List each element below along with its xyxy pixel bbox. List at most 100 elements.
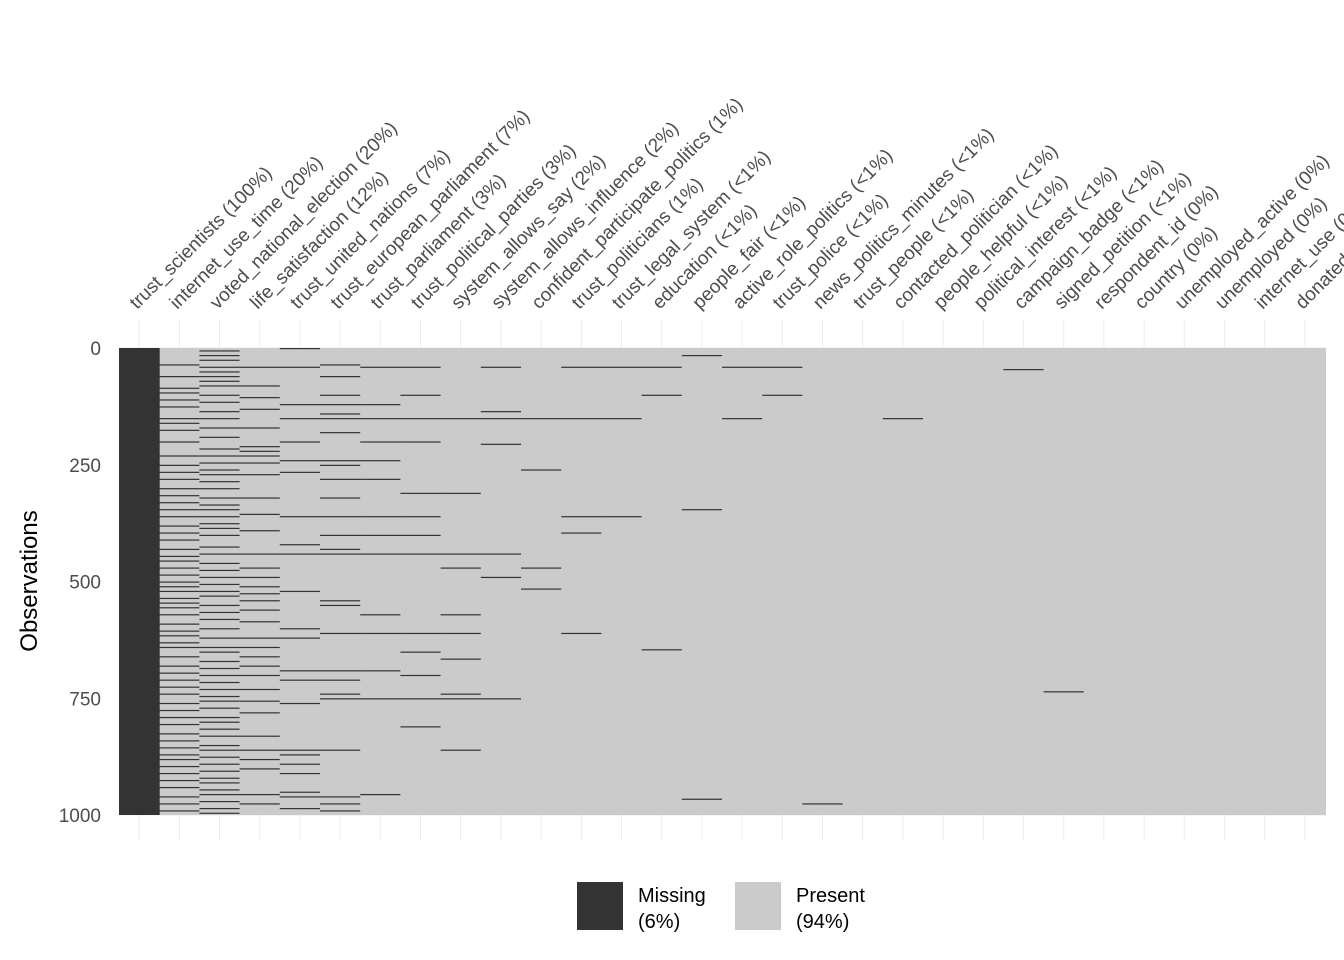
missing-cell	[360, 478, 401, 480]
missing-cell	[159, 607, 200, 609]
missing-cell	[239, 712, 280, 714]
missing-cell	[239, 513, 280, 515]
missing-cell	[199, 628, 240, 630]
missing-cell	[480, 698, 521, 700]
missing-cell	[320, 632, 361, 635]
missing-cell	[239, 446, 280, 448]
missing-cell	[159, 590, 200, 593]
missing-cell	[199, 777, 240, 779]
missing-cell	[239, 637, 280, 639]
missing-cell	[762, 394, 803, 396]
missing-cell	[199, 359, 240, 361]
missing-cell	[159, 702, 200, 705]
missing-cell	[239, 474, 280, 476]
missing-cell	[480, 411, 521, 413]
missing-cell	[279, 418, 320, 420]
missing-cell	[802, 803, 843, 805]
missing-cell	[159, 758, 200, 761]
missing-cell	[320, 698, 361, 700]
missing-cell	[882, 418, 923, 420]
missing-cell	[521, 567, 562, 569]
missing-cell	[762, 366, 803, 368]
missing-cell	[159, 723, 200, 726]
missing-cell	[681, 509, 722, 511]
missing-cell	[279, 796, 320, 798]
missing-cell	[199, 716, 240, 719]
missing-cell	[159, 630, 200, 632]
missing-cell	[159, 602, 200, 604]
missing-cell	[400, 674, 441, 677]
missing-cell	[159, 716, 200, 719]
legend-missing-pct: (6%)	[638, 911, 680, 933]
missing-cell	[159, 399, 200, 401]
missing-cell	[279, 670, 320, 672]
missing-cell	[601, 366, 642, 368]
missing-cell	[159, 810, 200, 812]
missing-cell	[199, 611, 240, 614]
missing-cell	[360, 404, 401, 406]
missing-cell	[159, 574, 200, 576]
missing-cell	[199, 385, 240, 387]
missing-cell	[199, 756, 240, 758]
missing-cell	[400, 698, 441, 700]
missing-cell	[601, 418, 642, 420]
missing-cell	[199, 448, 240, 450]
missing-cell	[239, 656, 280, 658]
missing-cell	[199, 674, 240, 677]
missing-cell	[159, 656, 200, 658]
missing-cell	[320, 460, 361, 462]
legend-missing-label: Missing	[638, 885, 706, 907]
missing-cell	[159, 555, 200, 558]
missing-cell	[320, 693, 361, 695]
missing-cell	[199, 546, 240, 548]
missing-cell	[440, 698, 481, 700]
missing-cell	[239, 576, 280, 579]
missing-cell	[360, 534, 401, 536]
missing-cell	[159, 376, 200, 378]
missing-cell	[561, 516, 602, 518]
missing-cell	[239, 674, 280, 677]
missing-cell	[279, 441, 320, 443]
missing-cell	[279, 544, 320, 546]
missing-cell	[199, 569, 240, 572]
legend-missing-key	[577, 882, 623, 930]
y-axis-ticks: 0 250 500 750 1000	[59, 339, 101, 827]
missing-cell	[159, 392, 200, 394]
y-axis-title: Observations	[16, 510, 43, 651]
legend: Missing (6%) Present (94%)	[577, 882, 865, 933]
missing-cell	[360, 516, 401, 518]
missing-cell	[159, 679, 200, 681]
missing-cell	[199, 427, 240, 429]
missing-cell	[641, 366, 682, 368]
missing-cell	[199, 553, 240, 555]
missing-cell	[641, 649, 682, 651]
missing-cell	[279, 772, 320, 775]
missing-cell	[159, 733, 200, 735]
missing-cell	[199, 523, 240, 525]
missing-cell	[159, 441, 200, 443]
missing-cell	[239, 553, 280, 555]
y-tick-label: 750	[69, 689, 101, 710]
missing-cell	[159, 686, 200, 688]
missing-cell	[279, 366, 320, 368]
missing-cell	[199, 469, 240, 471]
missing-cell	[159, 429, 200, 431]
missing-cell	[159, 623, 200, 625]
missing-cell	[199, 749, 240, 751]
missing-cell	[199, 401, 240, 403]
missing-cell	[199, 667, 240, 670]
missing-cell	[199, 481, 240, 483]
missing-cell	[239, 621, 280, 623]
missing-cell	[279, 749, 320, 751]
y-tick-label: 0	[90, 339, 101, 360]
missing-cell	[239, 700, 280, 702]
missing-cell	[480, 366, 521, 368]
missing-cell	[320, 749, 361, 751]
missing-cell	[360, 614, 401, 616]
missing-cell	[159, 471, 200, 473]
column-labels: trust_scientists (100%)internet_use_time…	[126, 94, 1344, 313]
missing-cell	[159, 642, 200, 644]
missing-cell	[159, 455, 200, 457]
missing-cell	[199, 800, 240, 803]
missing-cell	[400, 726, 441, 728]
